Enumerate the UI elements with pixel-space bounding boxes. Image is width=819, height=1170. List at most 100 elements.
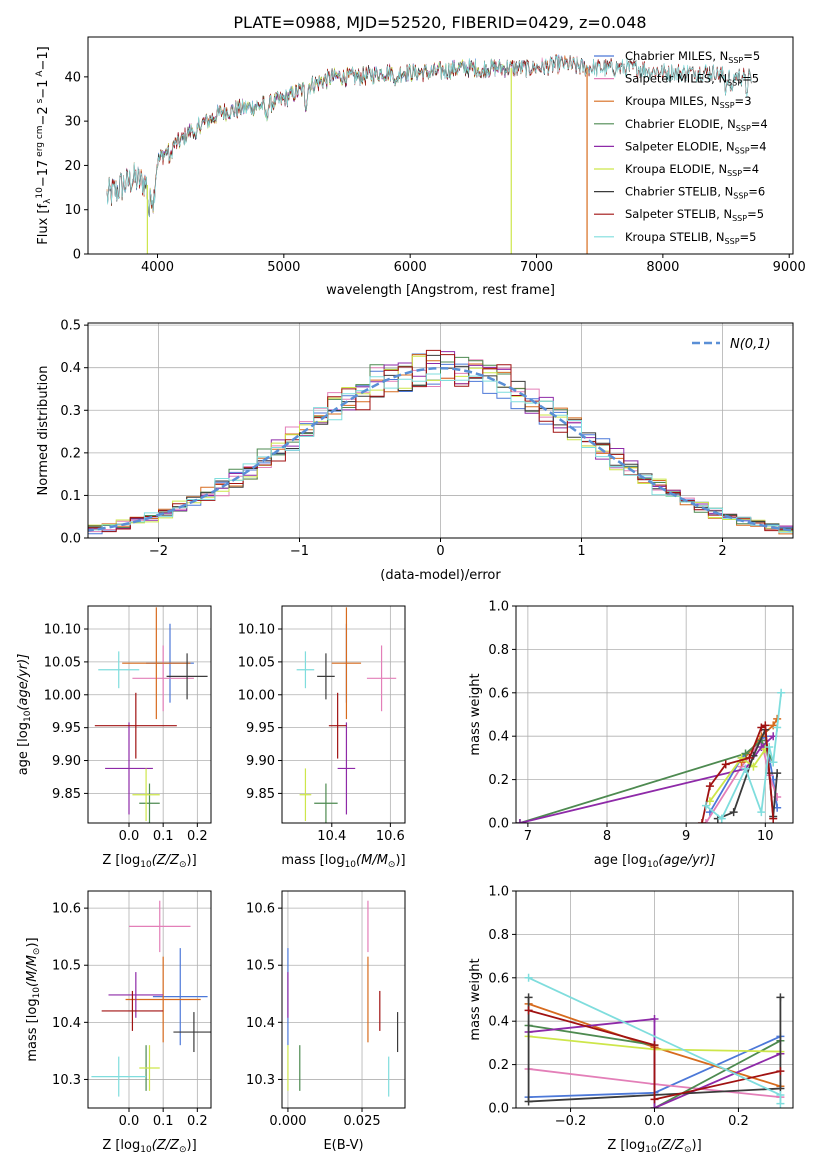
y-tick-label: 0.4 bbox=[488, 730, 509, 745]
axes-frame bbox=[281, 605, 406, 824]
legend-equals: = bbox=[740, 230, 750, 244]
plus-marker bbox=[776, 1099, 785, 1108]
series-line bbox=[528, 1009, 781, 1101]
y-tick-label: 0.4 bbox=[60, 361, 81, 376]
legend-label: Chabrier ELODIE, NSSP=4 bbox=[625, 117, 768, 133]
legend-n-subscript: SSP bbox=[732, 214, 747, 223]
legend-n-subscript: SSP bbox=[720, 101, 735, 110]
plus-marker bbox=[769, 758, 778, 767]
y-tick-label: 10.10 bbox=[44, 623, 81, 638]
error-bar-point bbox=[366, 645, 397, 712]
residual-histogram-panel: −2 −1 0 1 2 0.0 0.1 0.2 0.3 0.4 0.5 (data-model)/er… bbox=[36, 319, 794, 583]
error-bar-point bbox=[122, 607, 191, 720]
error-bar-point bbox=[101, 990, 164, 1031]
y-axis-label-part: age [log bbox=[16, 722, 31, 775]
legend-n-subscript: SSP bbox=[735, 146, 750, 155]
legend-equals: = bbox=[750, 139, 760, 153]
x-axis-label-part: 10 bbox=[645, 1145, 657, 1155]
y-tick-label: 0.2 bbox=[488, 1058, 509, 1073]
y-axis-label: Flux [fλ10−17 erg cm−2 s−1 A−1] bbox=[35, 46, 53, 244]
legend-n-symbol: , N bbox=[709, 230, 725, 244]
legend-n-value: 5 bbox=[749, 230, 756, 244]
x-axis-label-part: Z [log bbox=[102, 1138, 140, 1153]
legend-series-name: Kroupa ELODIE bbox=[625, 162, 711, 176]
legend-n-value: 6 bbox=[758, 185, 765, 199]
x-tick-label: −2 bbox=[149, 544, 168, 559]
legend-series-name: Chabrier STELIB bbox=[625, 185, 717, 199]
Z_vs_weight-plot-area bbox=[524, 973, 785, 1108]
x-axis-label-part: 10 bbox=[647, 860, 659, 870]
x-axis-label-part: Z [log bbox=[607, 1138, 645, 1153]
age_vs_weight-axes: 7 8 9 10 0.0 0.2 0.4 0.6 0.8 1.0 bbox=[488, 600, 794, 844]
x-axis-label-part: (age/yr)] bbox=[658, 853, 715, 868]
y-tick-label: 0.8 bbox=[488, 928, 509, 943]
y-axis-label: mass [log10(M/M⊙)] bbox=[25, 937, 42, 1061]
x-tick-label: 6000 bbox=[394, 260, 427, 275]
legend-equals: = bbox=[735, 94, 745, 108]
x-tick-label: 10 bbox=[757, 829, 774, 844]
y-tick-label: 10.3 bbox=[52, 1073, 81, 1088]
legend-n-subscript: SSP bbox=[727, 79, 742, 88]
y-axis-label-part: 10 bbox=[35, 187, 45, 199]
plus-marker bbox=[776, 1090, 785, 1099]
plus-marker bbox=[697, 819, 706, 823]
y-tick-label: 40 bbox=[64, 70, 81, 85]
x-axis-label: E(B-V) bbox=[323, 1138, 363, 1153]
legend-equals: = bbox=[743, 49, 753, 63]
x-tick-label: 1 bbox=[577, 544, 585, 559]
y-axis-label-part: λ bbox=[43, 198, 53, 204]
metallicity-mass-panel: 0.0 0.1 0.210.310.410.510.6Z [log10(Z/Z⊙)]… bbox=[25, 890, 212, 1155]
plus-marker bbox=[757, 808, 766, 817]
Z_vs_mass-axes: 0.0 0.1 0.2 10.3 10.4 10.5 10.6 bbox=[52, 890, 212, 1129]
y-tick-label: 0.0 bbox=[488, 1102, 509, 1117]
legend-n-symbol: , N bbox=[711, 162, 727, 176]
legend-series-name: Salpeter MILES bbox=[625, 72, 711, 86]
x-tick-label: 7000 bbox=[520, 260, 553, 275]
x-tick-label: 0 bbox=[436, 544, 444, 559]
Z_vs_weight-axes: −0.2 0.0 0.2 0.0 0.2 0.4 0.6 0.8 1.0 bbox=[488, 885, 794, 1129]
plus-marker bbox=[524, 993, 533, 1002]
x-tick-label: 0.025 bbox=[343, 1114, 380, 1129]
plus-marker bbox=[705, 782, 714, 791]
plus-marker bbox=[524, 973, 533, 982]
plus-marker bbox=[773, 769, 782, 778]
y-tick-label: 0.2 bbox=[60, 446, 81, 461]
legend-n-value: 4 bbox=[759, 139, 766, 153]
x-axis-label-part: ⊙ bbox=[684, 1145, 692, 1155]
spectrum-line bbox=[106, 55, 752, 218]
legend-n-symbol: , N bbox=[717, 185, 733, 199]
x-tick-label: 0.2 bbox=[728, 1114, 749, 1129]
plus-marker bbox=[650, 1104, 659, 1108]
error-bar-point bbox=[299, 768, 312, 822]
x-axis-label-part: )] bbox=[692, 1138, 702, 1153]
error-bar-point bbox=[331, 607, 362, 720]
legend-series-name: Chabrier MILES bbox=[625, 49, 712, 63]
error-bar-point bbox=[337, 722, 356, 815]
plus-marker bbox=[721, 760, 730, 769]
x-tick-label: 2 bbox=[718, 544, 726, 559]
legend-equals: = bbox=[742, 72, 752, 86]
x-tick-label: −0.2 bbox=[555, 1114, 587, 1129]
x-tick-label: 0.1 bbox=[153, 1114, 174, 1129]
spectrum-plot-area bbox=[106, 54, 752, 254]
y-tick-label: 10.5 bbox=[246, 959, 275, 974]
mass_vs_age-plot-area bbox=[296, 607, 397, 823]
plus-marker bbox=[717, 814, 726, 823]
x-axis-label-part: (Z/Z bbox=[657, 1138, 685, 1153]
plus-marker bbox=[650, 1095, 659, 1104]
x-axis-label: mass [log10(M/M⊙)] bbox=[281, 853, 405, 870]
x-tick-label: −1 bbox=[290, 544, 309, 559]
plus-marker bbox=[741, 749, 750, 758]
legend-n-symbol: , N bbox=[704, 94, 720, 108]
histogram-step-line bbox=[88, 373, 793, 533]
x-tick-label: 5000 bbox=[267, 260, 300, 275]
error-bar-point bbox=[129, 900, 191, 953]
legend-n-value: 5 bbox=[757, 207, 764, 221]
plus-marker bbox=[650, 1041, 659, 1050]
y-tick-label: 10.05 bbox=[44, 655, 81, 670]
y-tick-label: 9.85 bbox=[52, 787, 81, 802]
legend-n-value: 4 bbox=[760, 117, 767, 131]
x-axis-label-part: ⊙ bbox=[388, 860, 396, 870]
